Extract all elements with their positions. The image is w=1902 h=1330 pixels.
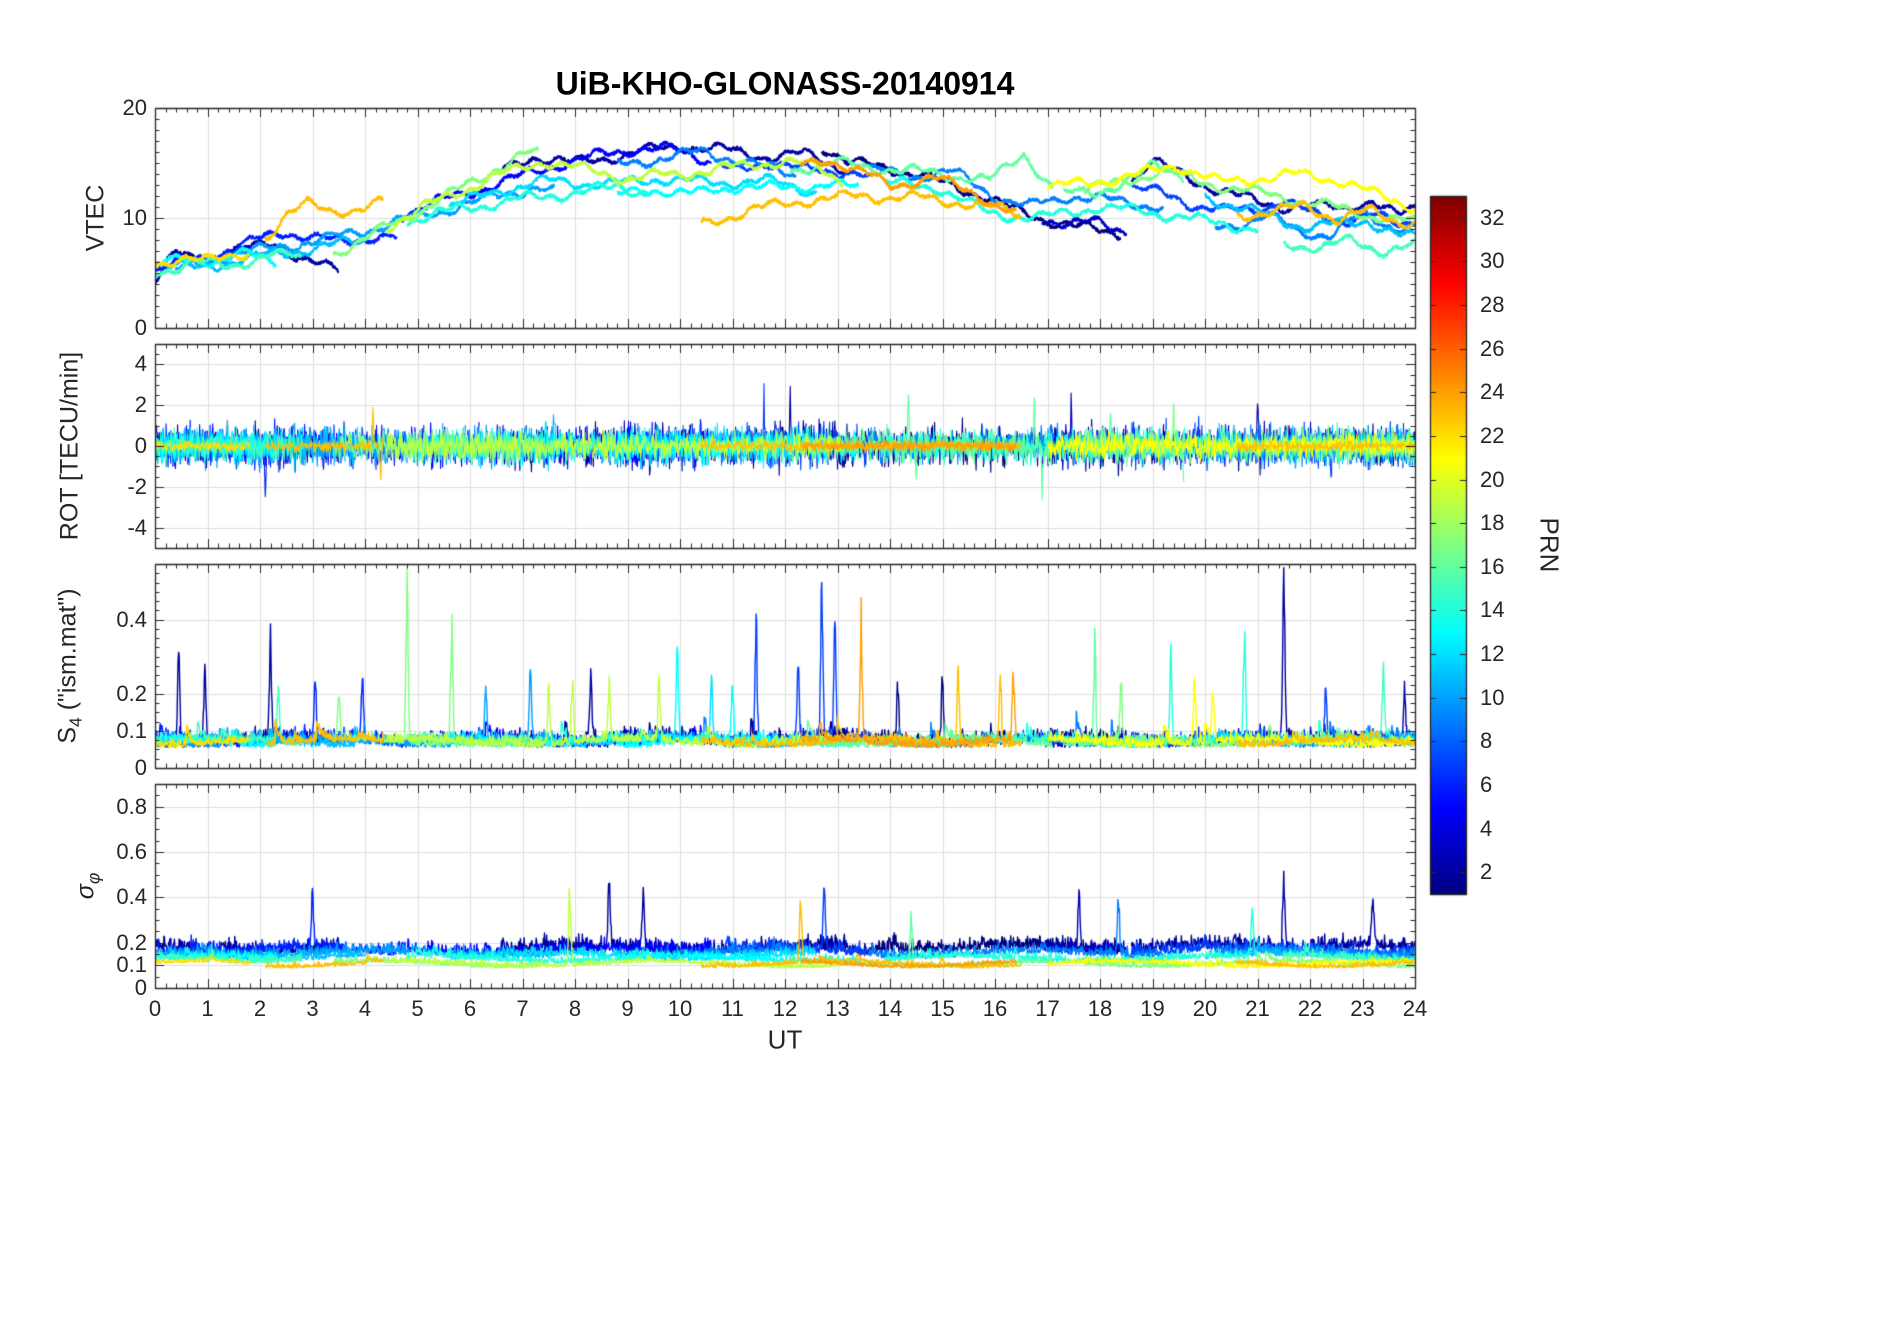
- y-tick-label: 0: [134, 755, 147, 780]
- x-tick-label: 19: [1140, 996, 1165, 1021]
- chart-title: UiB-KHO-GLONASS-20140914: [555, 65, 1015, 102]
- x-tick-label: 15: [930, 996, 955, 1021]
- colorbar-tick-label: 32: [1480, 204, 1505, 230]
- colorbar-tick-label: 8: [1480, 728, 1493, 754]
- colorbar-label: PRN: [1534, 517, 1565, 573]
- y-tick-label: 0: [134, 975, 147, 1000]
- y-tick-label: 0.1: [116, 717, 147, 743]
- y-tick-label: 0.2: [116, 929, 147, 955]
- y-tick-label: -4: [127, 514, 147, 540]
- colorbar-tick-label: 28: [1480, 292, 1505, 318]
- y-tick-label: 20: [122, 95, 147, 120]
- colorbar-tick-label: 2: [1480, 859, 1493, 885]
- y-tick-label: 4: [134, 351, 147, 377]
- x-tick-label: 11: [721, 996, 744, 1021]
- x-tick-label: 7: [516, 996, 529, 1021]
- y-tick-label: 0.2: [116, 680, 147, 706]
- y-tick-label: 0.4: [116, 606, 147, 632]
- x-tick-label: 24: [1402, 996, 1428, 1021]
- y-tick-label: 0.6: [116, 839, 147, 864]
- x-tick-label: 21: [1245, 996, 1270, 1021]
- x-tick-label: 22: [1297, 996, 1323, 1021]
- x-tick-label: 12: [772, 996, 798, 1021]
- x-tick-label: 3: [306, 996, 319, 1021]
- y-tick-label: 10: [122, 205, 147, 230]
- colorbar-tick-label: 26: [1480, 335, 1505, 361]
- x-tick-label: 8: [568, 996, 582, 1021]
- y-tick-label: 2: [134, 392, 147, 418]
- x-tick-label: 10: [667, 996, 693, 1021]
- x-axis-label: UT: [767, 1024, 803, 1055]
- y-tick-label: 0: [134, 315, 147, 340]
- y-tick-label: 0: [134, 433, 147, 458]
- x-tick-label: 4: [358, 996, 372, 1021]
- x-tick-label: 17: [1035, 996, 1060, 1021]
- colorbar-tick-label: 22: [1480, 422, 1505, 448]
- colorbar-tick-label: 18: [1480, 510, 1505, 536]
- x-tick-label: 14: [877, 996, 903, 1021]
- y-tick-label: 0.1: [116, 952, 147, 978]
- colorbar-tick-label: 20: [1480, 466, 1505, 492]
- x-tick-label: 5: [411, 996, 424, 1021]
- x-tick-label: 2: [253, 996, 267, 1021]
- x-tick-label: 18: [1087, 996, 1113, 1021]
- y-tick-label: 0.4: [116, 884, 147, 910]
- x-tick-label: 9: [621, 996, 634, 1021]
- y-tick-label: 0.8: [116, 793, 147, 819]
- colorbar-tick-label: 16: [1480, 553, 1505, 579]
- colorbar-tick-label: 10: [1480, 684, 1505, 710]
- x-tick-label: 0: [148, 996, 162, 1021]
- colorbar-tick-label: 24: [1480, 379, 1505, 405]
- x-tick-label: 6: [463, 996, 477, 1021]
- colorbar-tick-label: 30: [1480, 248, 1505, 274]
- colorbar-tick-label: 14: [1480, 597, 1505, 623]
- x-tick-label: 23: [1350, 996, 1375, 1021]
- colorbar-tick-label: 4: [1480, 815, 1493, 841]
- y-tick-label: -2: [127, 473, 147, 499]
- x-tick-label: 16: [982, 996, 1008, 1021]
- x-tick-label: 13: [825, 996, 850, 1021]
- sigma-label-sub: φ: [83, 872, 104, 885]
- colorbar-tick-label: 12: [1480, 641, 1505, 667]
- x-tick-label: 20: [1192, 996, 1218, 1021]
- colorbar-tick-label: 6: [1480, 771, 1493, 797]
- x-tick-label: 1: [201, 996, 214, 1021]
